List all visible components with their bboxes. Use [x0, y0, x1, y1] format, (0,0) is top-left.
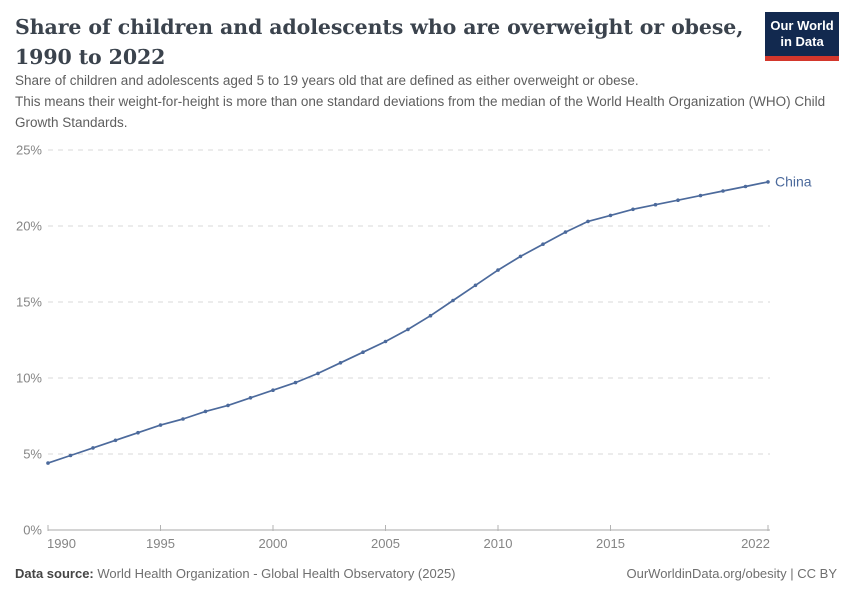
data-point: [293, 380, 298, 385]
data-point: [46, 461, 50, 465]
data-point: [698, 193, 703, 198]
data-point: [203, 409, 208, 414]
data-point: [676, 198, 680, 202]
subtitle-line1: Share of children and adolescents aged 5…: [15, 73, 639, 88]
owid-logo-line1: Our World: [770, 18, 834, 33]
series-label-china[interactable]: China: [775, 174, 812, 190]
data-point: [496, 268, 500, 272]
chart-subtitle: Share of children and adolescents aged 5…: [15, 70, 839, 133]
data-point: [653, 202, 658, 207]
x-axis-tick-label: 2005: [371, 536, 400, 551]
line-chart: 0% 5% 10% 15% 20% 25% 1990 1995 2000 2005 2010 2015…: [16, 143, 812, 552]
owid-logo-red-bar: [765, 56, 839, 61]
y-axis-tick-label: 5%: [23, 447, 42, 462]
data-point: [721, 189, 725, 193]
owid-logo[interactable]: Our World in Data: [765, 12, 839, 61]
chart-footer: Data source: World Health Organization -…: [15, 566, 837, 581]
data-source-label: Data source:: [15, 566, 94, 581]
data-point: [316, 371, 320, 376]
data-point: [248, 396, 253, 400]
data-point: [563, 230, 568, 234]
x-axis-tick-label: 2015: [596, 536, 625, 551]
owid-logo-line2: in Data: [780, 34, 824, 49]
data-point: [158, 423, 163, 427]
data-point: [271, 388, 275, 392]
credit-link[interactable]: OurWorldinData.org/obesity | CC BY: [626, 566, 838, 581]
data-point: [68, 453, 73, 458]
data-point: [113, 438, 118, 443]
x-axis-tick-label: 2000: [259, 536, 288, 551]
data-point: [428, 313, 433, 318]
data-point: [518, 254, 523, 259]
data-source: Data source: World Health Organization -…: [15, 566, 456, 581]
y-axis-tick-label: 20%: [16, 219, 42, 234]
data-point: [361, 350, 365, 354]
data-point: [406, 327, 410, 332]
data-source-value: World Health Organization - Global Healt…: [93, 566, 456, 581]
data-point: [541, 242, 545, 246]
y-axis-tick-label: 25%: [16, 143, 42, 158]
x-axis-tick-label: 2022: [741, 536, 770, 551]
data-line-china: [47, 181, 769, 464]
data-point: [473, 283, 478, 288]
data-point: [136, 430, 140, 435]
data-point: [608, 213, 613, 218]
x-axis-tick-label: 1990: [47, 536, 76, 551]
data-point: [338, 361, 343, 365]
y-axis-tick-label: 10%: [16, 371, 42, 386]
data-point: [631, 207, 635, 212]
y-axis-tick-label: 15%: [16, 295, 42, 310]
subtitle-line2: This means their weight-for-height is mo…: [15, 94, 826, 131]
page-title: Share of children and adolescents who ar…: [15, 15, 744, 69]
x-axis-tick-label: 1995: [146, 536, 175, 551]
x-axis-tick-label: 2010: [484, 536, 513, 551]
data-point: [451, 298, 455, 303]
data-point: [586, 219, 590, 224]
data-point: [766, 180, 770, 184]
data-point: [383, 339, 388, 344]
y-axis-tick-label: 0%: [23, 523, 42, 538]
data-point: [226, 403, 230, 408]
data-point: [91, 446, 95, 450]
data-point: [743, 184, 748, 189]
data-point: [181, 417, 185, 421]
